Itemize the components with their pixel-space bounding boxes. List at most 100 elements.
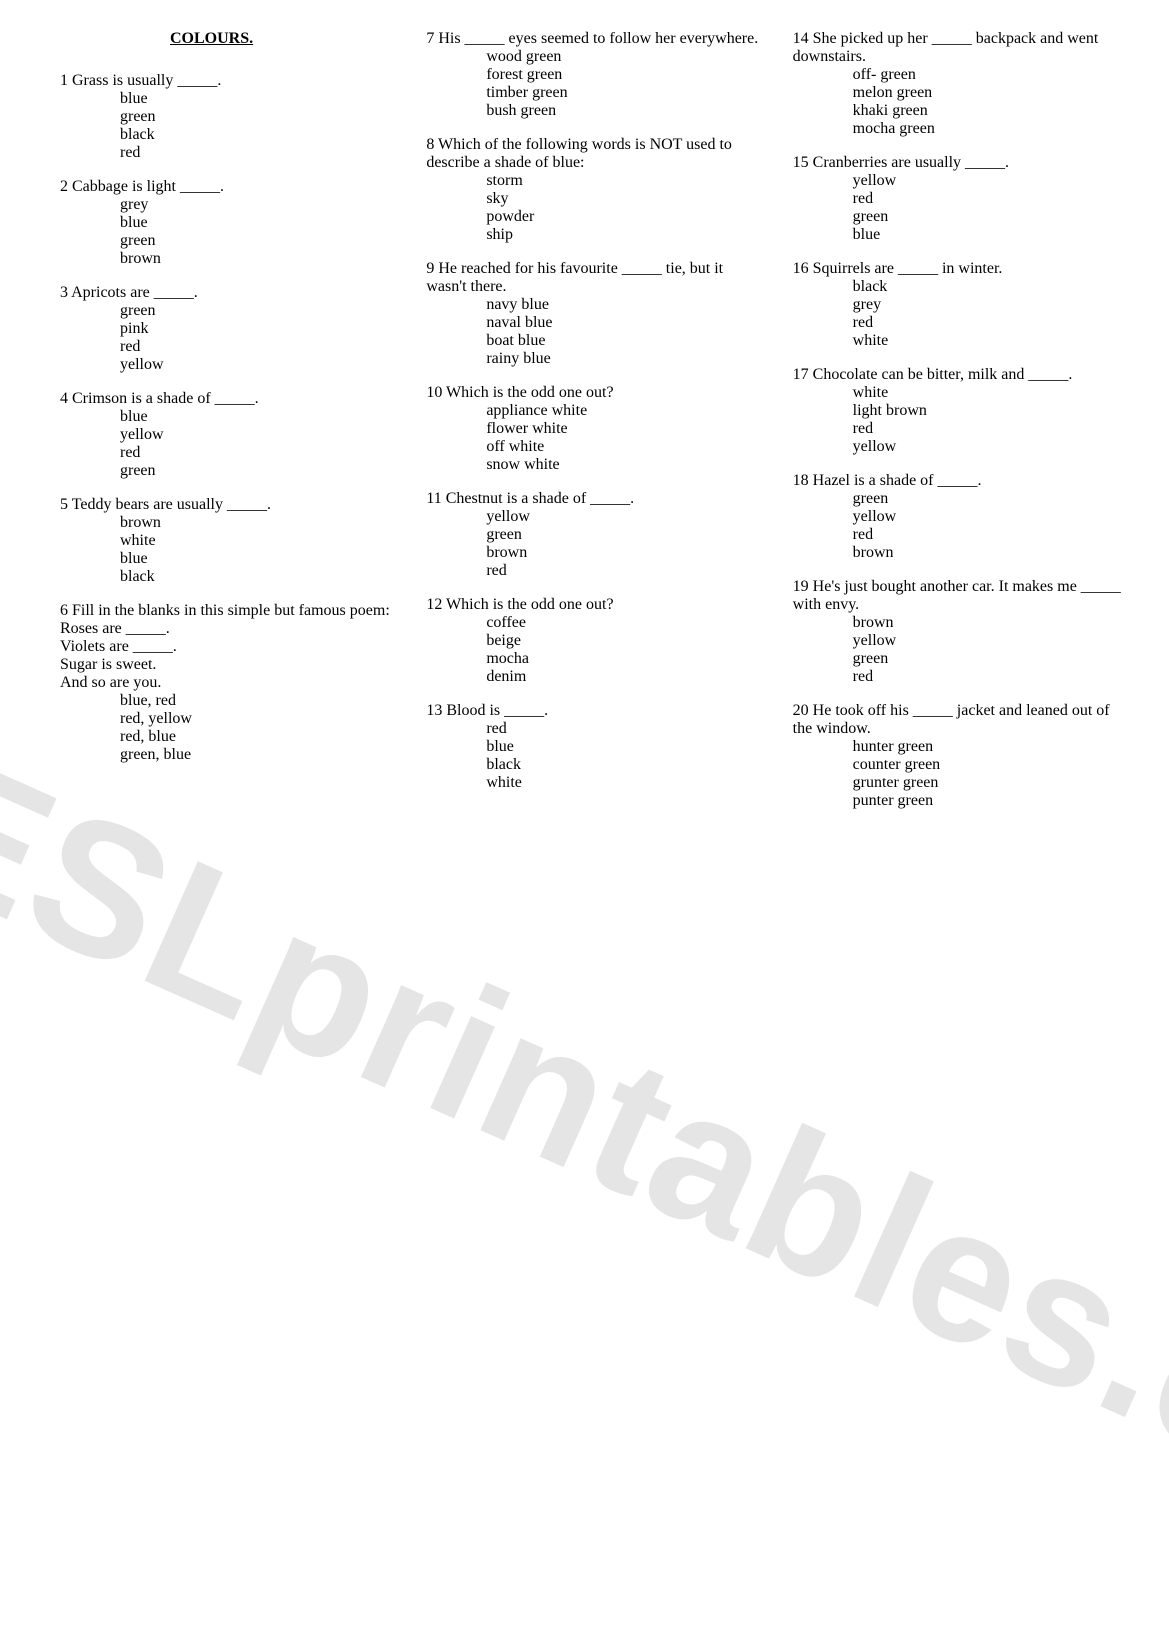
option: black — [120, 568, 396, 586]
option: white — [120, 532, 396, 550]
options-list: coffeebeigemochadenim — [486, 614, 762, 686]
option: blue — [486, 738, 762, 756]
option: black — [120, 126, 396, 144]
option: red — [120, 144, 396, 162]
question: 20 He took off his _____ jacket and lean… — [793, 702, 1129, 810]
option: rainy blue — [486, 350, 762, 368]
column-2: 7 His _____ eyes seemed to follow her ev… — [426, 30, 762, 826]
question: 8 Which of the following words is NOT us… — [426, 136, 762, 244]
option: yellow — [120, 426, 396, 444]
question-text: 1 Grass is usually _____. — [60, 72, 396, 90]
question-text: 19 He's just bought another car. It make… — [793, 578, 1129, 614]
option: blue — [120, 550, 396, 568]
option: blue — [120, 408, 396, 426]
question: 5 Teddy bears are usually _____.brownwhi… — [60, 496, 396, 586]
options-list: bluegreenblackred — [120, 90, 396, 162]
option: pink — [120, 320, 396, 338]
option: red — [853, 190, 1129, 208]
question: 12 Which is the odd one out?coffeebeigem… — [426, 596, 762, 686]
option: flower white — [486, 420, 762, 438]
option: yellow — [120, 356, 396, 374]
options-list: yellowredgreenblue — [853, 172, 1129, 244]
questions-col-1: 1 Grass is usually _____.bluegreenblackr… — [60, 72, 396, 764]
question-text: 5 Teddy bears are usually _____. — [60, 496, 396, 514]
option: red — [120, 338, 396, 356]
question: 4 Crimson is a shade of _____.blueyellow… — [60, 390, 396, 480]
question: 10 Which is the odd one out?appliance wh… — [426, 384, 762, 474]
option: green — [853, 490, 1129, 508]
option: brown — [120, 250, 396, 268]
question-text: 9 He reached for his favourite _____ tie… — [426, 260, 762, 296]
question-text: 16 Squirrels are _____ in winter. — [793, 260, 1129, 278]
question-text: 6 Fill in the blanks in this simple but … — [60, 602, 396, 620]
option: blue — [120, 214, 396, 232]
option: beige — [486, 632, 762, 650]
worksheet-title: COLOURS. — [170, 30, 396, 48]
question-text: 15 Cranberries are usually _____. — [793, 154, 1129, 172]
option: red, blue — [120, 728, 396, 746]
question-text: 3 Apricots are _____. — [60, 284, 396, 302]
question-text: 4 Crimson is a shade of _____. — [60, 390, 396, 408]
question: 18 Hazel is a shade of _____.greenyellow… — [793, 472, 1129, 562]
question-extra-line: And so are you. — [60, 674, 396, 692]
option: black — [486, 756, 762, 774]
question: 14 She picked up her _____ backpack and … — [793, 30, 1129, 138]
options-list: brownwhiteblueblack — [120, 514, 396, 586]
question: 1 Grass is usually _____.bluegreenblackr… — [60, 72, 396, 162]
question-text: 2 Cabbage is light _____. — [60, 178, 396, 196]
option: red — [486, 562, 762, 580]
option: bush green — [486, 102, 762, 120]
worksheet-page: COLOURS. 1 Grass is usually _____.bluegr… — [0, 0, 1169, 856]
option: green, blue — [120, 746, 396, 764]
question-text: 12 Which is the odd one out? — [426, 596, 762, 614]
options-list: brownyellowgreenred — [853, 614, 1129, 686]
option: brown — [120, 514, 396, 532]
option: off white — [486, 438, 762, 456]
options-list: blackgreyredwhite — [853, 278, 1129, 350]
option: yellow — [853, 632, 1129, 650]
options-list: yellowgreenbrownred — [486, 508, 762, 580]
option: brown — [853, 614, 1129, 632]
question-extra-line: Sugar is sweet. — [60, 656, 396, 674]
question-text: 17 Chocolate can be bitter, milk and ___… — [793, 366, 1129, 384]
option: green — [486, 526, 762, 544]
options-list: stormskypowdership — [486, 172, 762, 244]
question-text: 10 Which is the odd one out? — [426, 384, 762, 402]
option: wood green — [486, 48, 762, 66]
option: green — [120, 232, 396, 250]
question-extra-line: Roses are _____. — [60, 620, 396, 638]
question: 11 Chestnut is a shade of _____.yellowgr… — [426, 490, 762, 580]
question: 13 Blood is _____.redblueblackwhite — [426, 702, 762, 792]
options-list: greenpinkredyellow — [120, 302, 396, 374]
options-list: greenyellowredbrown — [853, 490, 1129, 562]
option: green — [120, 302, 396, 320]
option: grey — [853, 296, 1129, 314]
option: red, yellow — [120, 710, 396, 728]
option: green — [853, 208, 1129, 226]
option: naval blue — [486, 314, 762, 332]
option: red — [853, 668, 1129, 686]
option: yellow — [853, 172, 1129, 190]
option: yellow — [853, 508, 1129, 526]
question-text: 13 Blood is _____. — [426, 702, 762, 720]
option: mocha — [486, 650, 762, 668]
option: grunter green — [853, 774, 1129, 792]
option: red — [853, 314, 1129, 332]
options-list: off- greenmelon greenkhaki greenmocha gr… — [853, 66, 1129, 138]
option: sky — [486, 190, 762, 208]
option: boat blue — [486, 332, 762, 350]
option: ship — [486, 226, 762, 244]
question-text: 7 His _____ eyes seemed to follow her ev… — [426, 30, 762, 48]
question: 17 Chocolate can be bitter, milk and ___… — [793, 366, 1129, 456]
question: 15 Cranberries are usually _____.yellowr… — [793, 154, 1129, 244]
column-3: 14 She picked up her _____ backpack and … — [793, 30, 1129, 826]
question-text: 14 She picked up her _____ backpack and … — [793, 30, 1129, 66]
options-list: blueyellowredgreen — [120, 408, 396, 480]
option: blue — [853, 226, 1129, 244]
option: off- green — [853, 66, 1129, 84]
option: white — [853, 332, 1129, 350]
question: 16 Squirrels are _____ in winter.blackgr… — [793, 260, 1129, 350]
option: blue, red — [120, 692, 396, 710]
question-text: 11 Chestnut is a shade of _____. — [426, 490, 762, 508]
option: coffee — [486, 614, 762, 632]
